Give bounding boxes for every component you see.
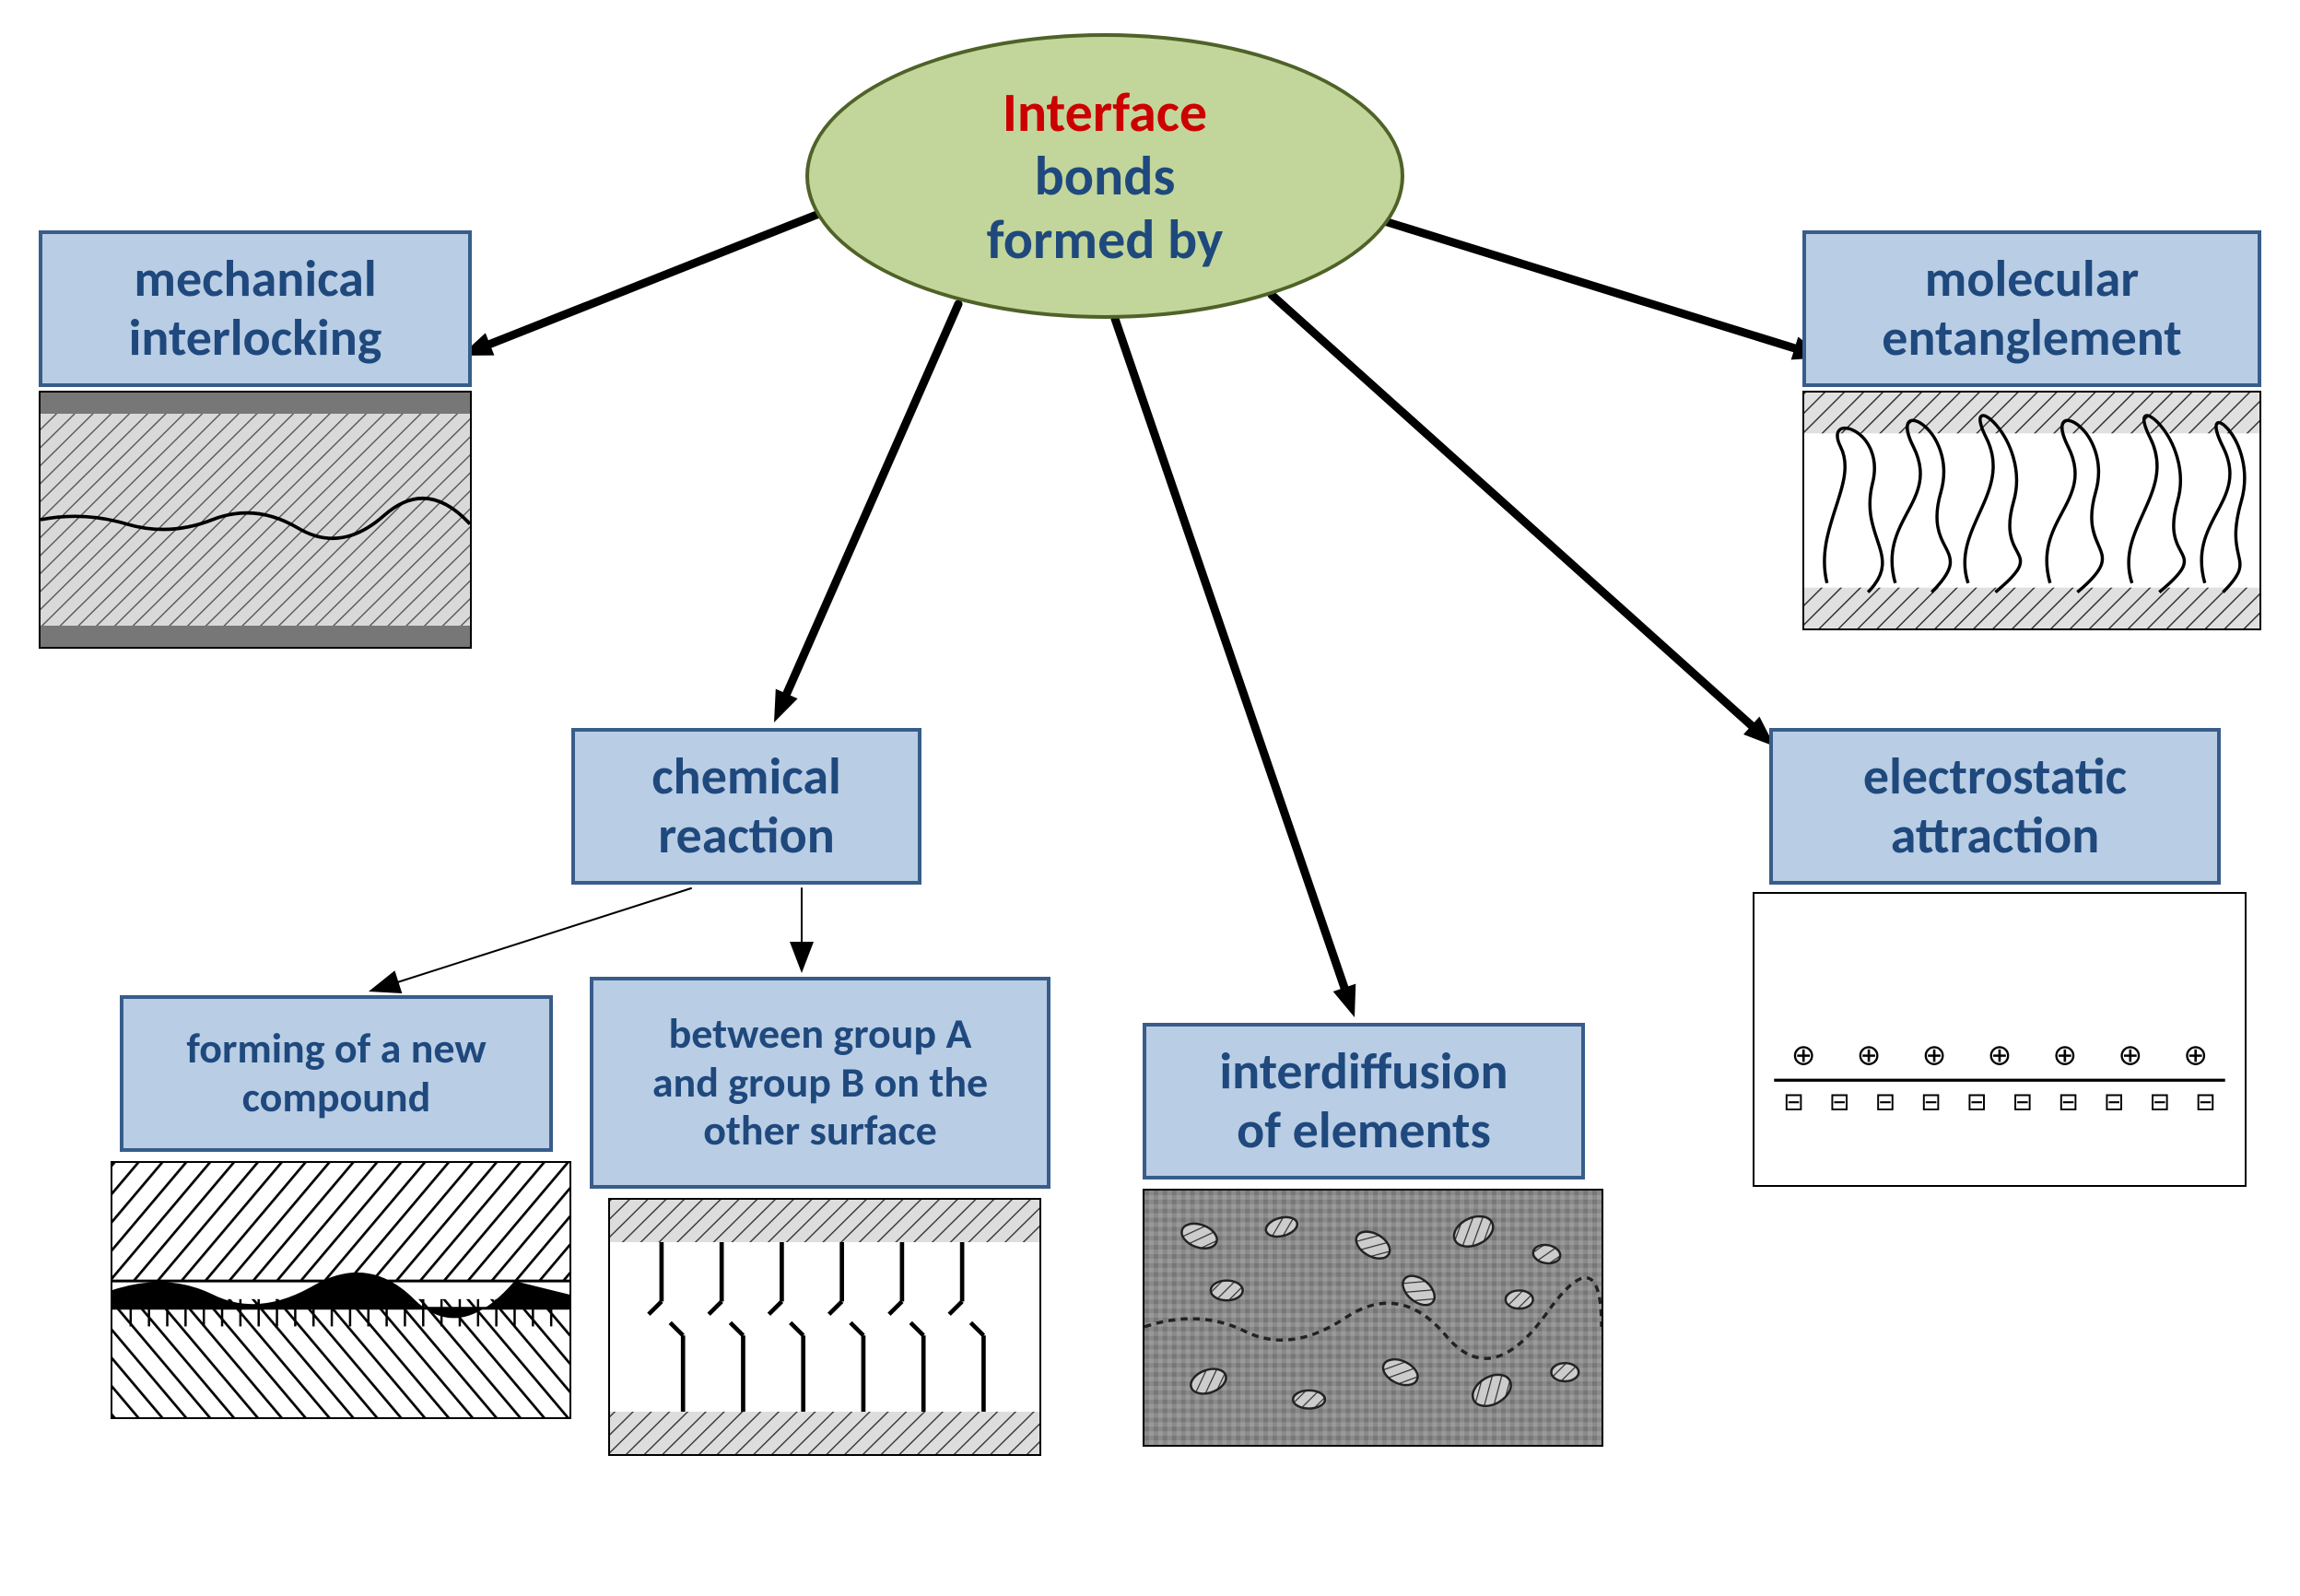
svg-text:⊕: ⊕ xyxy=(1922,1038,1947,1071)
central-line1: Interface xyxy=(1003,79,1207,147)
svg-text:⊟: ⊟ xyxy=(2195,1088,2215,1116)
central-line2: bonds xyxy=(1035,143,1176,210)
box-forming-new-compound: forming of a newcompound xyxy=(120,995,553,1152)
central-text: Interface bonds formed by xyxy=(987,81,1224,272)
illu-mechanical-interlocking xyxy=(39,391,472,649)
svg-text:⊕: ⊕ xyxy=(2053,1038,2078,1071)
label-forming-new-compound: forming of a newcompound xyxy=(186,1025,486,1122)
svg-text:⊟: ⊟ xyxy=(1920,1088,1941,1116)
svg-text:⊕: ⊕ xyxy=(2118,1038,2142,1071)
svg-text:⊟: ⊟ xyxy=(2012,1088,2033,1116)
label-interdiffusion: interdiffusionof elements xyxy=(1219,1042,1508,1161)
box-mechanical-interlocking: mechanicalinterlocking xyxy=(39,230,472,387)
svg-text:⊟: ⊟ xyxy=(2058,1088,2078,1116)
label-mechanical: mechanicalinterlocking xyxy=(129,250,382,369)
box-electrostatic-attraction: electrostaticattraction xyxy=(1769,728,2221,885)
svg-text:⊟: ⊟ xyxy=(2150,1088,2170,1116)
label-electrostatic: electrostaticattraction xyxy=(1863,747,2127,866)
diagram-stage: Interface bonds formed by mechanicalinte… xyxy=(0,0,2300,1596)
box-chemical-reaction: chemicalreaction xyxy=(571,728,921,885)
box-molecular-entanglement: molecularentanglement xyxy=(1802,230,2261,387)
svg-text:⊟: ⊟ xyxy=(2104,1088,2124,1116)
illu-electrostatic-attraction: ⊕⊕⊕⊕⊕⊕⊕⊟⊟⊟⊟⊟⊟⊟⊟⊟⊟ xyxy=(1753,892,2247,1187)
illu-group-a-b xyxy=(608,1198,1041,1456)
svg-text:⊕: ⊕ xyxy=(1791,1038,1816,1071)
illu-molecular-entanglement xyxy=(1802,391,2261,630)
svg-text:⊟: ⊟ xyxy=(1829,1088,1849,1116)
svg-text:⊟: ⊟ xyxy=(1783,1088,1803,1116)
svg-text:⊕: ⊕ xyxy=(1857,1038,1882,1071)
svg-text:⊟: ⊟ xyxy=(1875,1088,1895,1116)
central-line3: formed by xyxy=(987,206,1224,274)
label-molecular: molecularentanglement xyxy=(1882,250,2181,369)
svg-text:⊕: ⊕ xyxy=(1988,1038,2012,1071)
illu-forming-new-compound xyxy=(111,1161,571,1419)
label-chemical: chemicalreaction xyxy=(651,747,841,866)
svg-text:⊟: ⊟ xyxy=(1966,1088,1987,1116)
label-group-a-b: between group Aand group B on theother s… xyxy=(652,1010,988,1156)
central-ellipse: Interface bonds formed by xyxy=(805,33,1404,319)
illu-interdiffusion xyxy=(1143,1189,1603,1447)
box-group-a-b: between group Aand group B on theother s… xyxy=(590,977,1050,1189)
svg-text:⊕: ⊕ xyxy=(2183,1038,2208,1071)
box-interdiffusion: interdiffusionof elements xyxy=(1143,1023,1585,1179)
